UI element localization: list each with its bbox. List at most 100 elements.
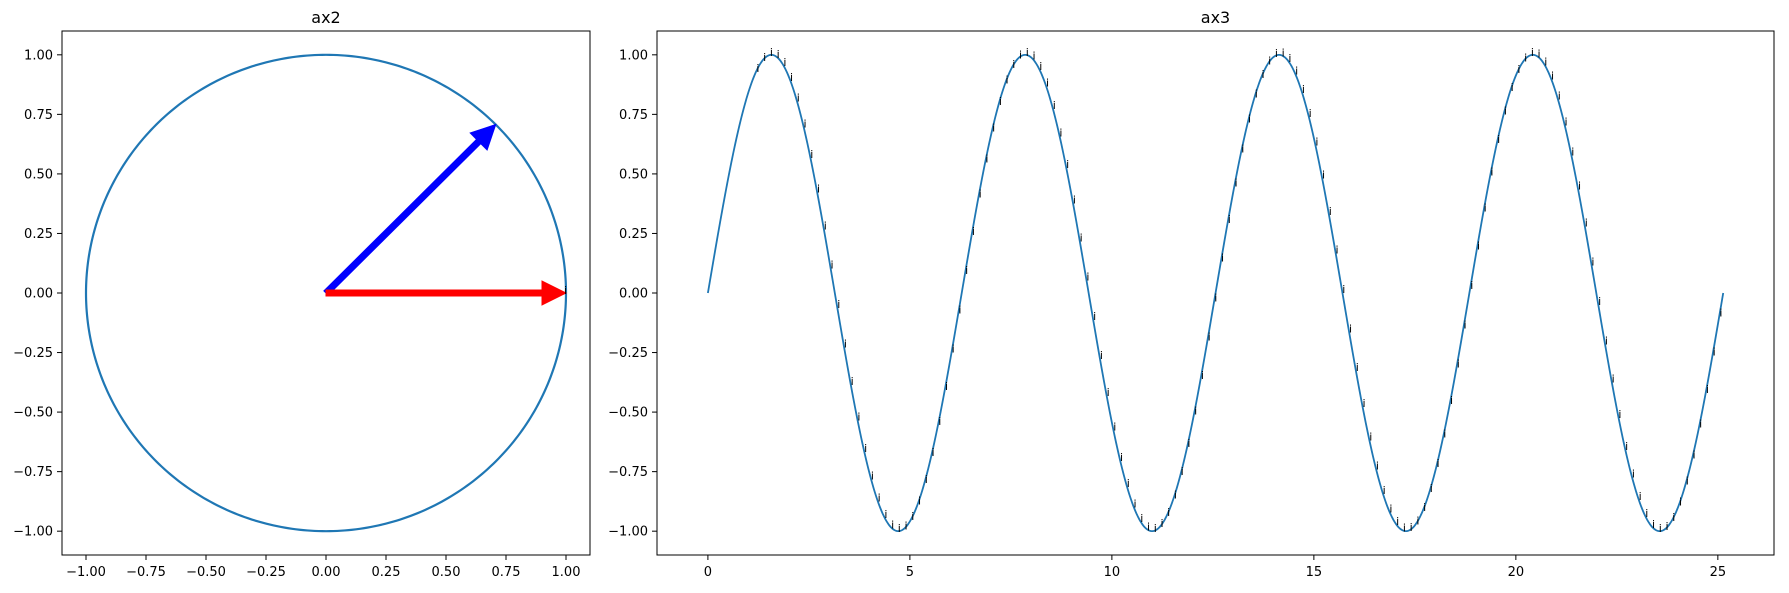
ax3-point-label: i (1086, 271, 1089, 284)
ax3-ytick-label: −0.25 (608, 346, 648, 361)
ax2-ytick-label: −1.00 (13, 525, 53, 540)
ax2-ytick-label: 0.00 (24, 287, 53, 302)
ax3-point-label: i (1477, 240, 1480, 253)
ax3-xtick-label: 10 (1104, 565, 1121, 580)
ax3-frame (656, 30, 1775, 556)
ax3-point-label: i (999, 95, 1002, 108)
ax3-point-label: i (1585, 217, 1588, 230)
ax3-point-label: i (1336, 243, 1339, 256)
ax2-xtick-label: −0.25 (246, 565, 286, 580)
ax3-point-label: i (871, 469, 874, 482)
ax3-point-label: i (1080, 231, 1083, 244)
ax3-point-label: i (1686, 475, 1689, 488)
ax3-point-label: i (1437, 457, 1440, 470)
ax3-point-label: i (1006, 73, 1009, 86)
ax3-point-label: i (1699, 417, 1702, 430)
ax3-point-label: i (1235, 176, 1238, 189)
ax3-point-label: i (857, 410, 860, 423)
ax3-point-label: i (1275, 47, 1278, 60)
ax3-point-label: i (1719, 307, 1722, 320)
ax3-point-label: i (1612, 372, 1615, 385)
ax3-point-label: i (1288, 52, 1291, 65)
ax3-point-label: i (1571, 146, 1574, 159)
ax3-point-label: i (1349, 322, 1352, 335)
ax3-point-label: i (837, 298, 840, 311)
ax3-point-label: i (864, 442, 867, 455)
ax3-point-label: i (1511, 81, 1514, 94)
ax3-point-label: i (1564, 115, 1567, 128)
ax3-point-label: i (1032, 50, 1035, 63)
ax3-point-label: i (1295, 65, 1298, 78)
ax3-point-label: i (958, 304, 961, 317)
ax3-point-label: i (918, 494, 921, 507)
ax3-point-label: i (851, 375, 854, 388)
ax2-ytick-label: −0.50 (13, 406, 53, 421)
ax2-ytick-label: 1.00 (24, 48, 53, 63)
ax3-ytick-label: −0.50 (608, 406, 648, 421)
ax3-point-label: i (1241, 143, 1244, 156)
blue-arrow (323, 123, 497, 296)
ax3-ytick-label: 0.25 (619, 227, 648, 242)
ax3-point-label: i (1214, 291, 1217, 304)
ax3-point-label: i (1107, 386, 1110, 399)
ax3-point-label: i (1558, 90, 1561, 103)
ax3-point-label: i (1706, 383, 1709, 396)
ax3-point-label: i (1578, 180, 1581, 193)
ax3-point-label: i (1174, 488, 1177, 501)
ax3-point-label: i (1248, 113, 1251, 126)
ax3-point-label: i (1093, 310, 1096, 323)
ax3-point-label: i (1160, 517, 1163, 530)
ax3-point-label: i (979, 187, 982, 200)
ax3-point-label: i (1181, 465, 1184, 478)
ax3-point-label: i (1430, 482, 1433, 495)
ax3-point-label: i (1012, 58, 1015, 71)
ax3-point-label: i (797, 91, 800, 104)
ax3-point-label: i (1504, 104, 1507, 117)
ax3-point-label: i (1423, 501, 1426, 514)
ax3-point-label: i (1403, 522, 1406, 535)
ax3-xtick-label: 25 (1710, 565, 1727, 580)
sine-line (707, 53, 1725, 533)
ax3-ytick-label: 0.75 (619, 108, 648, 123)
ax3-point-label: i (1100, 349, 1103, 362)
ax3-point-label: i (790, 71, 793, 84)
ax2-point-label: i (564, 284, 567, 297)
ax3-point-label: i (1383, 484, 1386, 497)
ax3-xtick-label: 15 (1306, 565, 1323, 580)
ax3-point-label: i (1652, 518, 1655, 531)
ax3-point-label: i (1538, 47, 1541, 60)
ax3-point-label: i (1039, 60, 1042, 73)
ax3-point-label: i (972, 225, 975, 238)
ax3-point-label: i (1713, 346, 1716, 359)
ax3-point-label: i (1046, 77, 1049, 90)
ax3-point-label: i (1140, 512, 1143, 525)
ax3-title: ax3 (1201, 8, 1230, 27)
ax3-point-label: i (905, 519, 908, 532)
ax3-point-label: i (925, 473, 928, 486)
ax3-ytick-label: 0.50 (619, 167, 648, 182)
ax3-point-label: i (1450, 394, 1453, 407)
ax3-point-label: i (1309, 107, 1312, 120)
ax3-point-label: i (783, 56, 786, 69)
ax3-point-label: i (1639, 490, 1642, 503)
ax2-xtick-label: 0.50 (432, 565, 461, 580)
ax3-point-label: i (1544, 55, 1547, 68)
ax3-point-label: i (878, 492, 881, 505)
ax3-point-label: i (1127, 477, 1130, 490)
ax2-xtick-label: 1.00 (552, 565, 581, 580)
ax2-ytick-label: −0.25 (13, 346, 53, 361)
ax3-point-label: i (1497, 133, 1500, 146)
ax3-point-label: i (1396, 515, 1399, 528)
ax3-point-label: i (1376, 460, 1379, 473)
ax3-xtick-label: 0 (704, 565, 712, 580)
ax3-point-label: i (891, 518, 894, 531)
ax3-point-label: i (844, 337, 847, 350)
ax2-xtick-label: 0.25 (372, 565, 401, 580)
ax3-point-label: i (763, 51, 766, 64)
ax3-point-label: i (1551, 70, 1554, 83)
ax3-point-label: i (1672, 511, 1675, 524)
ax3-point-label: i (1315, 136, 1318, 149)
ax3-point-label: i (1416, 514, 1419, 527)
